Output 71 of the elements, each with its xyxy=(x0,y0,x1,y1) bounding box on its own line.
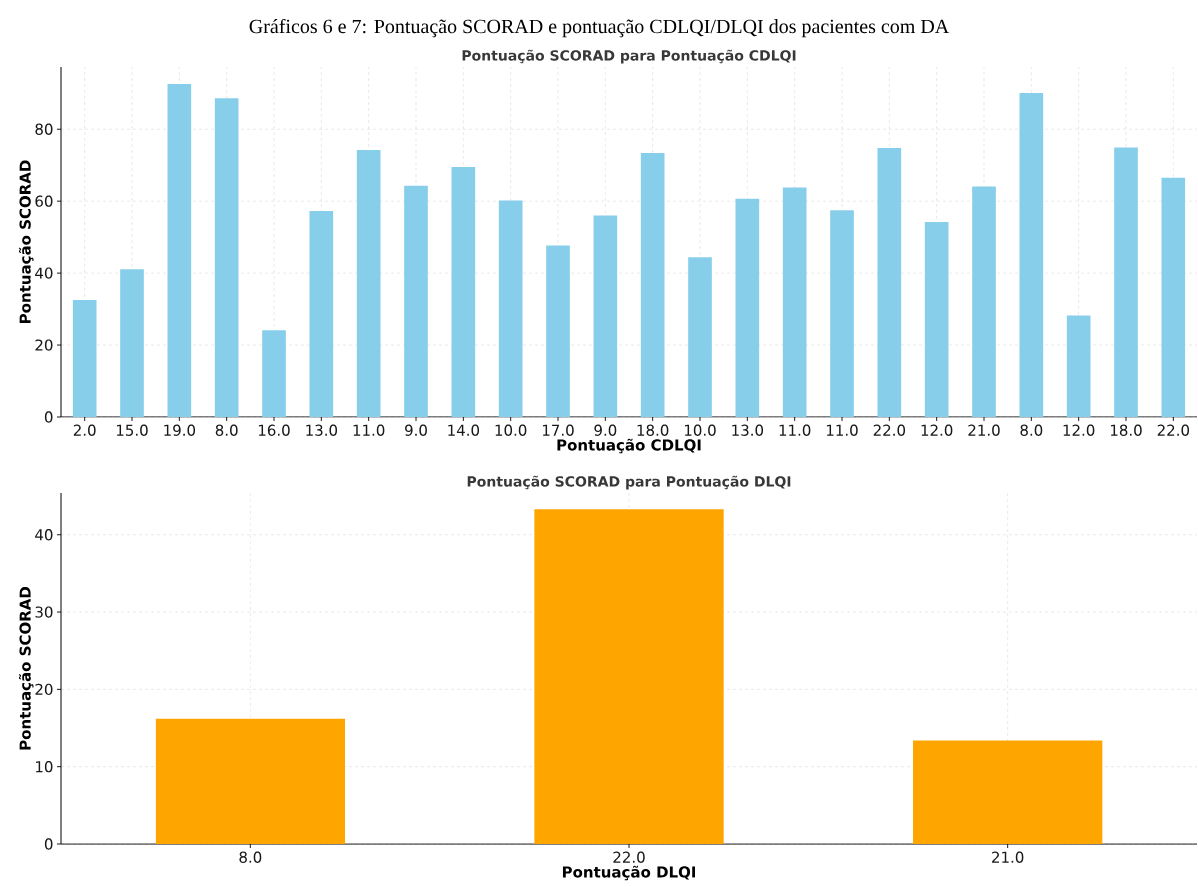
bar xyxy=(546,245,570,417)
bar xyxy=(913,740,1103,844)
x-tick-label: 9.0 xyxy=(594,424,617,436)
bar xyxy=(155,718,345,844)
bar xyxy=(1114,147,1138,417)
bar xyxy=(356,150,381,417)
bar xyxy=(498,200,523,417)
bar xyxy=(309,210,334,417)
bar xyxy=(782,187,807,417)
x-tick-label: 9.0 xyxy=(405,424,427,436)
x-tick-label: 17.0 xyxy=(542,424,574,436)
x-tick-label: 2.0 xyxy=(73,424,96,436)
y-tick-label: 60 xyxy=(35,195,53,207)
bar xyxy=(262,330,286,417)
bar xyxy=(877,147,902,417)
x-tick-label: 10.0 xyxy=(495,424,527,436)
y-axis-title: Pontuação SCORAD xyxy=(18,160,34,323)
bar xyxy=(830,210,854,417)
bar xyxy=(593,215,618,417)
x-tick-label: 14.0 xyxy=(448,424,480,436)
y-tick-label: 80 xyxy=(35,123,53,135)
x-tick-label: 12.0 xyxy=(1063,424,1095,436)
x-tick-label: 13.0 xyxy=(306,424,338,436)
x-tick-label: 18.0 xyxy=(637,424,669,436)
x-tick-label: 12.0 xyxy=(921,424,953,436)
x-tick-label: 15.0 xyxy=(116,424,148,436)
x-tick-label: 8.0 xyxy=(239,851,262,863)
bar xyxy=(214,98,239,417)
x-axis-title: Pontuação DLQI xyxy=(562,865,696,881)
bar xyxy=(735,198,760,417)
x-tick-label: 21.0 xyxy=(992,851,1024,863)
bar xyxy=(688,257,712,417)
y-tick-label: 10 xyxy=(36,761,53,773)
x-axis-title: Pontuação CDLQI xyxy=(557,438,701,454)
x-tick-label: 22.0 xyxy=(1157,424,1190,436)
bar xyxy=(1161,177,1186,417)
x-tick-label: 11.0 xyxy=(353,424,385,436)
bar xyxy=(534,509,724,844)
y-tick-label: 0 xyxy=(44,411,53,423)
chart-title: Gráficos 6 e 7: Pontuação SCORAD e pontuação CDLQI/DLQI dos pacientes com DA xyxy=(249,18,950,38)
bar xyxy=(924,222,949,417)
x-tick-label: 19.0 xyxy=(164,424,196,436)
x-tick-label: 21.0 xyxy=(968,424,1000,436)
bar xyxy=(640,152,665,417)
x-tick-label: 10.0 xyxy=(684,424,716,436)
x-tick-label: 16.0 xyxy=(258,424,290,436)
x-tick-label: 13.0 xyxy=(732,424,764,436)
bar xyxy=(972,186,996,417)
bar xyxy=(451,166,476,417)
y-tick-label: 40 xyxy=(35,529,53,541)
chart-subtitle: Pontuação SCORAD para Pontuação CDLQI xyxy=(462,49,796,64)
bar xyxy=(1019,92,1044,417)
x-tick-label: 11.0 xyxy=(826,424,858,436)
x-tick-label: 8.0 xyxy=(1020,424,1043,436)
x-tick-label: 11.0 xyxy=(779,424,811,436)
x-tick-label: 8.0 xyxy=(215,424,238,436)
bar xyxy=(1066,315,1091,417)
x-tick-label: 18.0 xyxy=(1110,424,1142,436)
y-tick-label: 0 xyxy=(44,838,53,850)
y-axis-title: Pontuação SCORAD xyxy=(18,586,34,750)
chart-title: Pontuação SCORAD para Pontuação DLQI xyxy=(467,475,791,490)
x-tick-label: 22.0 xyxy=(613,851,645,863)
y-tick-label: 40 xyxy=(35,267,53,279)
bar xyxy=(167,83,192,417)
x-tick-label: 22.0 xyxy=(873,424,906,436)
bar xyxy=(72,300,97,417)
bar xyxy=(404,185,428,417)
y-tick-label: 20 xyxy=(35,683,53,696)
bar xyxy=(120,269,144,417)
y-tick-label: 30 xyxy=(35,606,53,618)
y-tick-label: 20 xyxy=(35,339,53,351)
